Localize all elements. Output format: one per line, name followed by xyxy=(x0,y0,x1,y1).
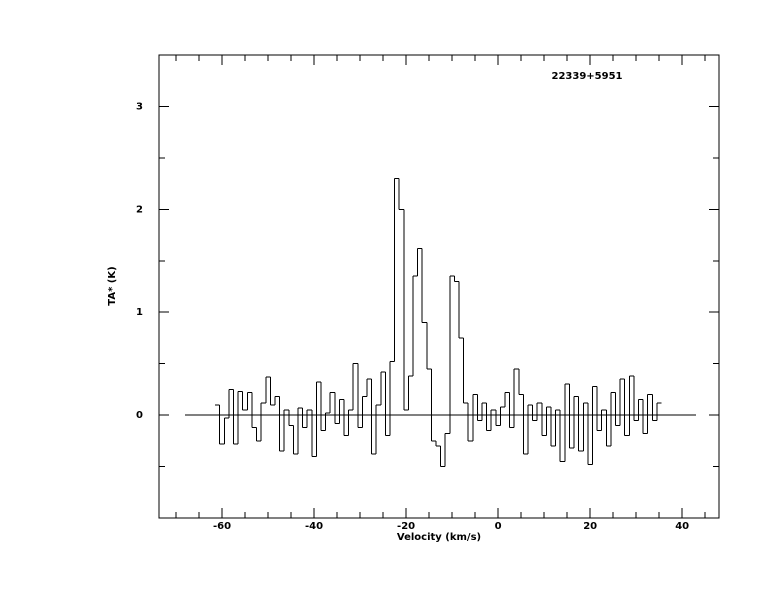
plot-frame xyxy=(158,54,720,519)
x-tick-label: 0 xyxy=(495,521,502,532)
x-axis-label: Velocity (km/s) xyxy=(397,532,481,543)
y-tick-label: 3 xyxy=(136,101,143,112)
x-tick-label: -60 xyxy=(213,521,231,532)
x-tick-label: 40 xyxy=(675,521,689,532)
x-tick-label: 20 xyxy=(583,521,597,532)
x-tick-label: -20 xyxy=(397,521,415,532)
x-tick-label: -40 xyxy=(305,521,323,532)
y-tick-label: 2 xyxy=(136,204,143,215)
y-axis-label: TA* (K) xyxy=(107,266,118,305)
y-tick-label: 1 xyxy=(136,307,143,318)
annotation: 22339+5951 xyxy=(551,71,622,82)
y-tick-label: 0 xyxy=(136,410,143,421)
